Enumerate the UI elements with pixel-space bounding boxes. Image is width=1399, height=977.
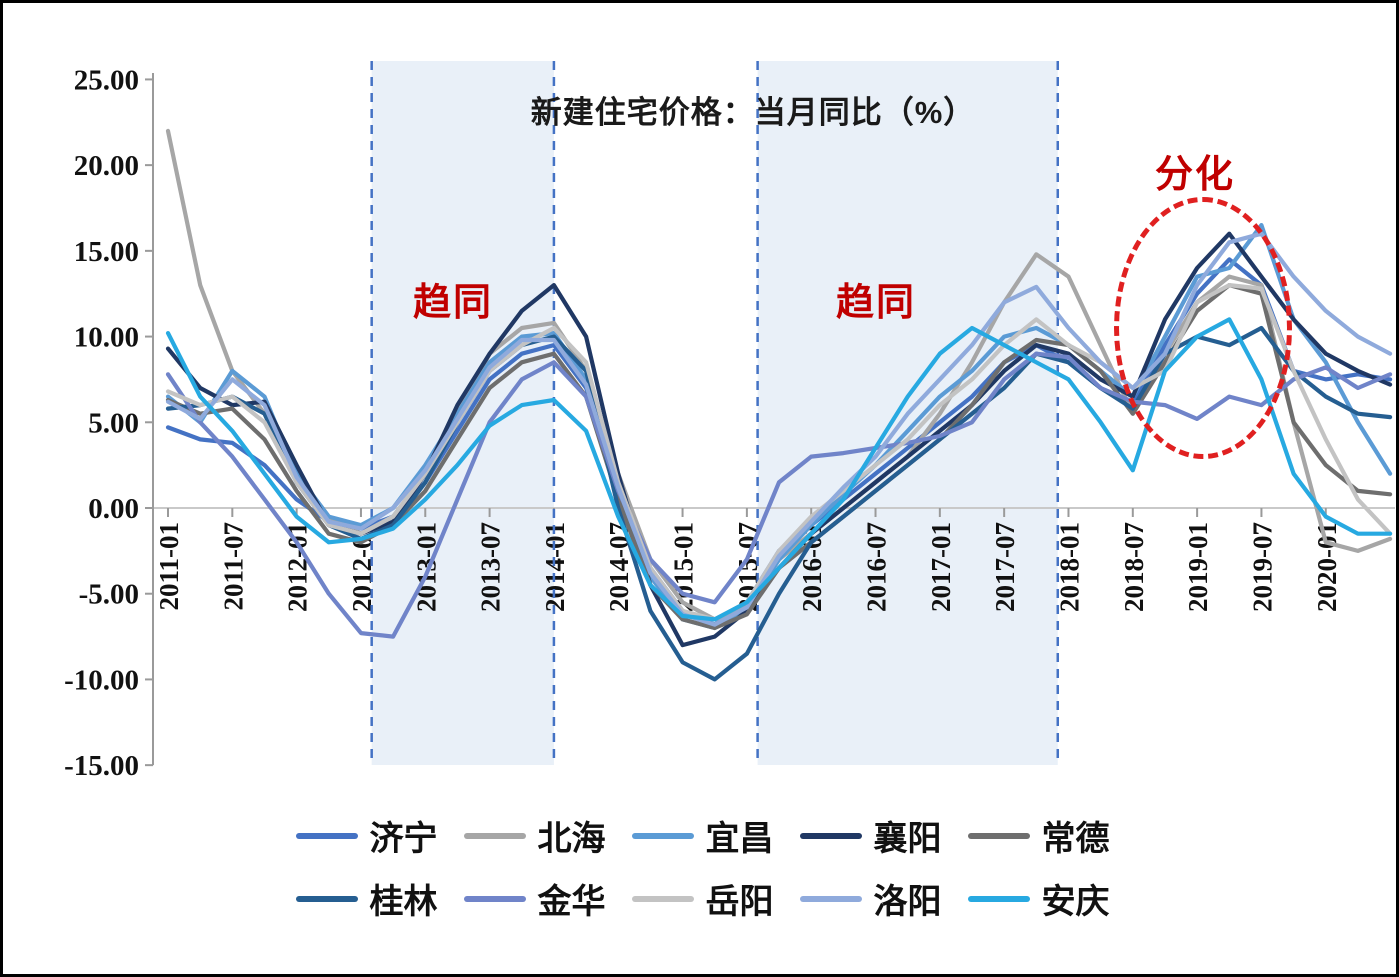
y-tick-label: 20.00 bbox=[74, 150, 139, 182]
legend-label: 洛阳 bbox=[873, 883, 942, 921]
x-tick-label: 2020-01 bbox=[1312, 522, 1342, 612]
legend-item-安庆: 安庆 bbox=[967, 874, 1110, 923]
legend-swatch bbox=[295, 895, 358, 902]
legend-item-宜昌: 宜昌 bbox=[631, 811, 774, 860]
legend-label: 金华 bbox=[537, 883, 606, 921]
legend-label: 襄阳 bbox=[873, 820, 942, 858]
legend-item-洛阳: 洛阳 bbox=[799, 874, 942, 923]
x-tick-label: 2014-01 bbox=[540, 522, 570, 612]
y-tick-label: 15.00 bbox=[74, 236, 139, 268]
legend-swatch bbox=[631, 895, 694, 902]
x-tick-label: 2019-07 bbox=[1247, 522, 1277, 612]
x-tick-label: 2011-07 bbox=[218, 522, 248, 611]
y-tick-label: -5.00 bbox=[79, 579, 139, 611]
legend-swatch bbox=[799, 895, 862, 902]
legend-row-1: 济宁 北海 宜昌 襄阳 常德 bbox=[3, 811, 1396, 860]
legend-item-金华: 金华 bbox=[463, 874, 606, 923]
chart-legend: 济宁 北海 宜昌 襄阳 常德 桂林 金华 岳阳 洛阳 安庆 bbox=[3, 811, 1396, 937]
legend-swatch bbox=[463, 832, 526, 839]
legend-item-济宁: 济宁 bbox=[295, 811, 438, 860]
legend-label: 常德 bbox=[1041, 820, 1110, 858]
y-tick-label: 25.00 bbox=[74, 64, 139, 96]
legend-row-2: 桂林 金华 岳阳 洛阳 安庆 bbox=[3, 874, 1396, 923]
x-tick-label: 2013-07 bbox=[476, 522, 506, 612]
x-tick-label: 2017-01 bbox=[926, 522, 956, 612]
legend-label: 桂林 bbox=[369, 883, 438, 921]
y-tick-label: -10.00 bbox=[64, 664, 139, 696]
legend-swatch bbox=[463, 895, 526, 902]
legend-swatch bbox=[295, 832, 358, 839]
legend-label: 岳阳 bbox=[705, 883, 774, 921]
annotation-convergence-left: 趋同 bbox=[413, 282, 494, 324]
legend-item-常德: 常德 bbox=[967, 811, 1110, 860]
legend-label: 济宁 bbox=[369, 820, 438, 858]
x-tick-label: 2018-01 bbox=[1054, 522, 1084, 612]
y-tick-label: -15.00 bbox=[64, 750, 139, 782]
legend-swatch bbox=[631, 832, 694, 839]
divergence-ellipse bbox=[1114, 197, 1292, 459]
x-tick-label: 2017-07 bbox=[990, 522, 1020, 612]
x-tick-label: 2018-07 bbox=[1119, 522, 1149, 612]
legend-label: 北海 bbox=[537, 820, 606, 858]
y-tick-label: 10.00 bbox=[74, 322, 139, 354]
x-tick-label: 2011-01 bbox=[154, 522, 184, 611]
legend-swatch bbox=[967, 832, 1030, 839]
x-tick-label: 2012-01 bbox=[283, 522, 313, 612]
x-tick-label: 2019-01 bbox=[1183, 522, 1213, 612]
y-tick-label: 5.00 bbox=[88, 407, 139, 439]
annotation-divergence: 分化 bbox=[1155, 154, 1236, 196]
x-tick-label: 2016-07 bbox=[862, 522, 892, 612]
legend-label: 宜昌 bbox=[705, 820, 774, 858]
annotation-convergence-right: 趋同 bbox=[836, 282, 917, 324]
legend-swatch bbox=[967, 895, 1030, 902]
legend-item-襄阳: 襄阳 bbox=[799, 811, 942, 860]
legend-item-北海: 北海 bbox=[463, 811, 606, 860]
legend-item-桂林: 桂林 bbox=[295, 874, 438, 923]
legend-item-岳阳: 岳阳 bbox=[631, 874, 774, 923]
chart-title: 新建住宅价格：当月同比（%） bbox=[530, 95, 976, 130]
legend-swatch bbox=[799, 832, 862, 839]
y-tick-label: 0.00 bbox=[88, 493, 139, 525]
legend-label: 安庆 bbox=[1041, 883, 1110, 921]
